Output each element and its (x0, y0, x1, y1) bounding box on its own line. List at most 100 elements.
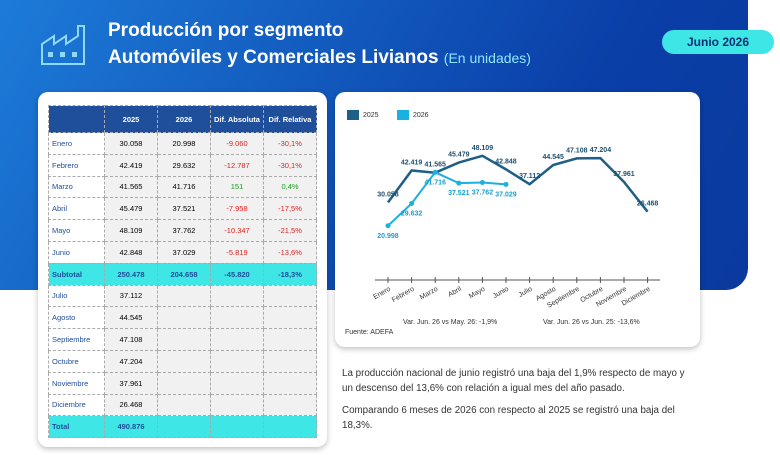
data-label: 47.108 (566, 147, 588, 154)
cell (263, 328, 317, 351)
cell: 37.029 (157, 240, 211, 264)
legend-label: 2026 (413, 112, 429, 119)
data-label: 42.848 (495, 158, 517, 165)
cell: -18,3% (263, 262, 317, 286)
date-badge: Junio 2026 (662, 30, 774, 54)
cell (263, 349, 317, 373)
legend-swatch (397, 110, 409, 120)
annotation: Var. Jun. 26 vs Jun. 25: -13,6% (543, 319, 640, 326)
cell: Junio (48, 240, 105, 264)
point (409, 200, 415, 206)
cell (263, 415, 317, 439)
cell: -30,1% (263, 153, 317, 177)
row: Subtotal 250.478 204.658 -45.820 -18,3% (48, 262, 317, 286)
cell (263, 393, 317, 417)
row: Agosto 44.545 (48, 306, 317, 330)
header-cell (48, 105, 105, 133)
data-label: 45.479 (448, 152, 470, 159)
data-label: 41.716 (424, 179, 446, 186)
title: Producción por segmento (108, 20, 344, 41)
cell (210, 306, 264, 330)
cell (210, 328, 264, 351)
cell (210, 349, 264, 373)
cell (157, 349, 211, 373)
point (432, 169, 438, 175)
data-label: 30.058 (377, 191, 399, 198)
table-card: 2025 2026 Dif. Absoluta Dif. Relativa Enero 3… (38, 92, 327, 447)
cell: -12.787 (210, 153, 264, 177)
cell: Marzo (48, 175, 105, 199)
data-label: 26.468 (637, 201, 659, 208)
cell (210, 371, 264, 395)
cell: 490.876 (104, 415, 158, 439)
cell (210, 393, 264, 417)
data-label: 42.419 (401, 159, 423, 166)
cell: Total (48, 415, 105, 439)
cell (157, 328, 211, 351)
cell: Febrero (48, 153, 105, 177)
cell: 37.961 (104, 371, 158, 395)
cell: 41.565 (104, 175, 158, 199)
cell: 48.109 (104, 219, 158, 242)
data-label: 29.632 (401, 210, 423, 217)
row: Abril 45.479 37.521 -7.958 -17,5% (48, 197, 317, 221)
data-label: 37.961 (613, 171, 635, 178)
cell: -9.060 (210, 132, 264, 155)
data-label: 37.521 (448, 190, 470, 197)
cell: 20.998 (157, 132, 211, 155)
row: Junio 42.848 37.029 -5.819 -13,6% (48, 240, 317, 264)
cell (263, 371, 317, 395)
cell: Agosto (48, 306, 105, 330)
cell (157, 393, 211, 417)
x-tick-label: Enero (372, 286, 392, 301)
row: Mayo 48.109 37.762 -10.347 -21,5% (48, 219, 317, 242)
x-tick-label: Marzo (419, 286, 439, 302)
cell: 42.848 (104, 240, 158, 264)
cell (157, 371, 211, 395)
cell: Subtotal (48, 262, 105, 286)
point (456, 180, 462, 186)
cell: Mayo (48, 219, 105, 242)
cell (157, 284, 211, 308)
row: Julio 37.112 (48, 284, 317, 308)
row: Febrero 42.419 29.632 -12.787 -30,1% (48, 153, 317, 177)
cell: -5.819 (210, 240, 264, 264)
point (479, 180, 485, 186)
cell: -30,1% (263, 132, 317, 155)
cell: 42.419 (104, 153, 158, 177)
cell (157, 306, 211, 330)
cell: 45.479 (104, 197, 158, 221)
row: Marzo 41.565 41.716 151 0,4% (48, 175, 317, 199)
x-tick-label: Mayo (468, 286, 486, 301)
cell: 30.058 (104, 132, 158, 155)
source: Fuente: ADEFA (345, 329, 394, 336)
series-line (387, 171, 507, 227)
cell: Julio (48, 284, 105, 308)
cell: 47.108 (104, 328, 158, 351)
data-label: 41.565 (424, 162, 446, 169)
data-label: 44.545 (542, 154, 564, 161)
subtitle: Automóviles y Comerciales Livianos (En u… (108, 47, 531, 69)
paragraph: Comparando 6 meses de 2026 con respecto … (342, 405, 675, 432)
point (503, 181, 509, 187)
cell: -21,5% (263, 219, 317, 242)
data-label: 20.998 (377, 233, 399, 240)
cell: -17,5% (263, 197, 317, 221)
cell: Abril (48, 197, 105, 221)
cell: -13,6% (263, 240, 317, 264)
cell: 37.112 (104, 284, 158, 308)
series-line (386, 154, 649, 213)
legend-label: 2025 (363, 112, 379, 119)
cell: 37.762 (157, 219, 211, 242)
legend-swatch (347, 110, 359, 120)
data-label: 37.029 (495, 191, 517, 198)
cell (210, 415, 264, 439)
cell: Noviembre (48, 371, 105, 395)
row: Septiembre 47.108 (48, 328, 317, 351)
row: Total 490.876 (48, 415, 317, 439)
unit: (En unidades) (443, 50, 531, 66)
row: Enero 30.058 20.998 -9.060 -30,1% (48, 132, 317, 155)
row: Noviembre 37.961 (48, 371, 317, 395)
